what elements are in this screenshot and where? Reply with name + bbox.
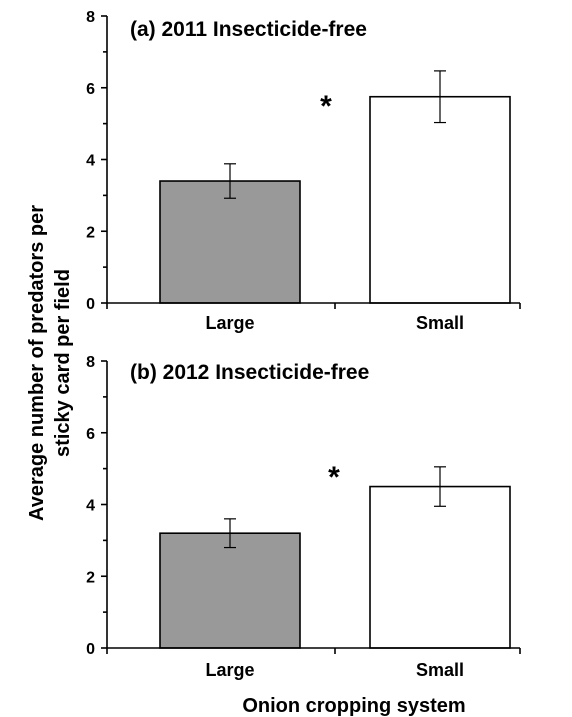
y-tick-label: 4 [86, 153, 95, 170]
x-axis-label: Onion cropping system [242, 695, 465, 717]
y-tick-label: 6 [86, 426, 95, 443]
bar-small [369, 95, 511, 304]
y-axis-label-line-2: sticky card per field [52, 269, 74, 457]
panel-title: (a) 2011 Insecticide-free [130, 18, 367, 41]
y-tick-label: 0 [86, 296, 95, 313]
y-tick-label: 2 [86, 224, 95, 241]
y-tick-label: 8 [86, 354, 95, 371]
y-tick-label: 4 [86, 498, 95, 515]
x-tick-label: Large [205, 313, 254, 333]
y-tick-label: 6 [86, 81, 95, 98]
y-tick-label: 8 [86, 9, 95, 26]
x-tick-label: Large [205, 660, 254, 680]
bar-large [159, 180, 301, 304]
significance-marker: * [328, 461, 340, 494]
y-tick-label: 2 [86, 569, 95, 586]
bar-large [159, 532, 301, 649]
x-tick-label: Small [416, 660, 464, 680]
panel-title: (b) 2012 Insecticide-free [130, 361, 369, 384]
panels: Large Small 0 2 4 6 8 (a) 2011 Insecticide-free… [86, 9, 521, 680]
y-axis-label-line-1: Average number of predators per [26, 205, 48, 521]
panel-b: Large Small 0 2 4 6 8 (b) 2012 Insecticide-free… [86, 354, 521, 680]
x-tick-label: Small [416, 313, 464, 333]
y-tick-label: 0 [86, 641, 95, 658]
panel-a: Large Small 0 2 4 6 8 (a) 2011 Insecticide-free… [86, 9, 521, 333]
significance-marker: * [320, 90, 332, 123]
bar-small [369, 485, 511, 649]
